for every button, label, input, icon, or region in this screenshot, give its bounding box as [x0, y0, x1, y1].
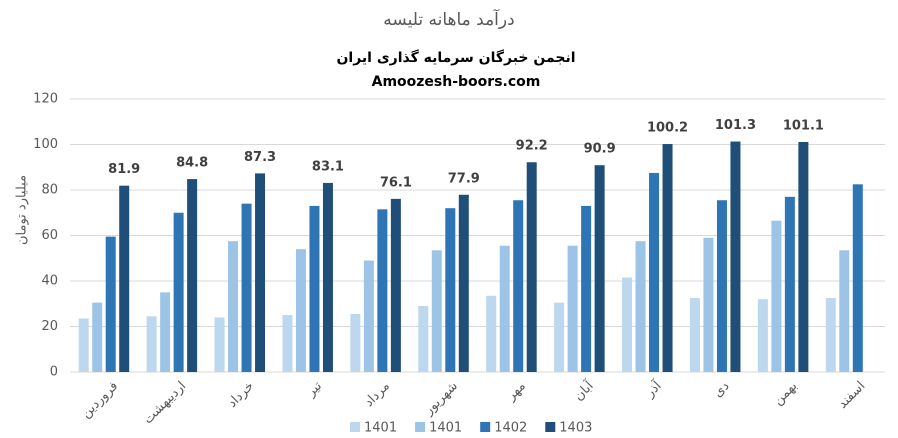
bar [852, 184, 863, 372]
data-label: 101.3 [715, 118, 756, 133]
bar [757, 299, 768, 372]
data-label: 84.8 [176, 156, 208, 171]
x-tick-label: دی [711, 379, 733, 401]
legend-label: 1402 [494, 421, 527, 436]
bar [825, 298, 836, 372]
data-label: 76.1 [380, 175, 412, 190]
bar [350, 313, 361, 372]
bar [771, 220, 782, 372]
bar [839, 250, 850, 372]
bar [730, 141, 741, 372]
bar [649, 172, 660, 372]
bar [784, 196, 795, 372]
legend-swatch [480, 422, 491, 432]
bar [105, 236, 116, 372]
legend-label: 1401 [429, 421, 462, 436]
y-tick-label: 100 [33, 137, 58, 152]
x-tick-label: فروردین [79, 379, 122, 422]
y-tick-label: 60 [41, 228, 58, 243]
x-tick-label: مهر [503, 379, 529, 405]
legend-swatch [415, 422, 426, 432]
x-tick-label: شهریور [421, 379, 461, 419]
bar [581, 205, 592, 372]
bar [377, 209, 388, 372]
bar [594, 165, 605, 372]
x-tick-label: بهمن [771, 379, 801, 409]
x-tick-label: تیر [303, 378, 325, 400]
y-tick-label: 40 [41, 274, 58, 289]
bar [689, 298, 700, 372]
bar [255, 173, 266, 372]
bar [567, 245, 578, 372]
chart-subtitle: Amoozesh-boors.com [372, 74, 541, 90]
legend-label: 1401 [364, 421, 397, 436]
x-tick-label: آذر [641, 376, 666, 401]
data-label: 81.9 [108, 162, 140, 177]
x-tick-label: آبان [570, 376, 598, 404]
y-tick-label: 20 [41, 319, 58, 334]
bar [322, 182, 333, 372]
bar [798, 141, 809, 372]
x-tick-label: مرداد [362, 379, 393, 410]
bar [119, 185, 130, 372]
bar [363, 260, 374, 372]
bar [228, 241, 239, 372]
bar [92, 302, 103, 372]
data-label: 77.9 [448, 171, 480, 186]
bar [78, 318, 89, 372]
data-label: 90.9 [584, 142, 616, 157]
data-label: 101.1 [783, 118, 824, 133]
bar [418, 306, 429, 372]
y-axis-label: میلیارد تومان [15, 175, 30, 245]
bar [445, 208, 456, 372]
bar [282, 315, 293, 372]
bar [241, 203, 252, 372]
bar [635, 241, 646, 372]
bar [716, 200, 727, 372]
y-tick-label: 80 [41, 183, 58, 198]
data-label: 87.3 [244, 150, 276, 165]
x-tick-label: خرداد [225, 379, 257, 411]
bar [458, 194, 469, 372]
bar [554, 302, 565, 372]
bar [295, 249, 306, 372]
bar [486, 295, 497, 372]
bar [703, 237, 714, 372]
bar [513, 200, 524, 372]
bar [622, 277, 633, 372]
x-tick-label: اسفند [835, 379, 868, 412]
y-tick-label: 120 [33, 92, 58, 107]
legend-swatch [545, 422, 556, 432]
bar [662, 144, 673, 372]
bar [309, 205, 320, 372]
legend-label: 1403 [559, 421, 592, 436]
bar [214, 317, 225, 372]
data-label: 92.2 [516, 139, 548, 154]
chart-title: درآمد ماهانه تلیسه [383, 8, 514, 30]
bar [146, 316, 157, 372]
bar [173, 212, 184, 372]
bar [390, 198, 401, 372]
y-tick-label: 0 [50, 365, 58, 380]
bar [499, 245, 510, 372]
bar [431, 250, 442, 372]
bar [526, 162, 537, 372]
bar [187, 179, 198, 372]
legend-swatch [350, 422, 360, 432]
data-label: 83.1 [312, 159, 344, 174]
chart-subtitle: انجمن خبرگان سرمایه گذاری ایران [336, 49, 575, 66]
bar [160, 292, 171, 372]
x-tick-label: اردیبهشت [141, 379, 189, 427]
data-label: 100.2 [647, 121, 688, 136]
